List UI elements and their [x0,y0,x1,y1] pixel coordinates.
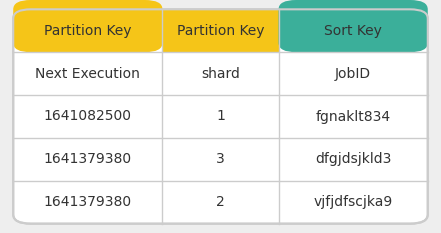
Text: Next Execution: Next Execution [35,67,140,81]
Text: dfgjdsjkld3: dfgjdsjkld3 [315,152,391,166]
FancyBboxPatch shape [13,9,428,224]
Text: JobID: JobID [335,67,371,81]
Text: shard: shard [201,67,240,81]
Text: fgnaklt834: fgnaklt834 [316,110,391,123]
Text: 1641379380: 1641379380 [44,195,132,209]
Text: 1: 1 [216,110,225,123]
Bar [162,9,279,52]
Text: Sort Key: Sort Key [324,24,382,38]
Text: 1641082500: 1641082500 [44,110,132,123]
Text: Partition Key: Partition Key [177,24,264,38]
Text: 1641379380: 1641379380 [44,152,132,166]
Text: Partition Key: Partition Key [44,24,131,38]
Text: vjfjdfscjka9: vjfjdfscjka9 [314,195,393,209]
Text: 2: 2 [216,195,225,209]
Text: 3: 3 [216,152,225,166]
FancyBboxPatch shape [279,0,428,52]
FancyBboxPatch shape [13,0,162,52]
